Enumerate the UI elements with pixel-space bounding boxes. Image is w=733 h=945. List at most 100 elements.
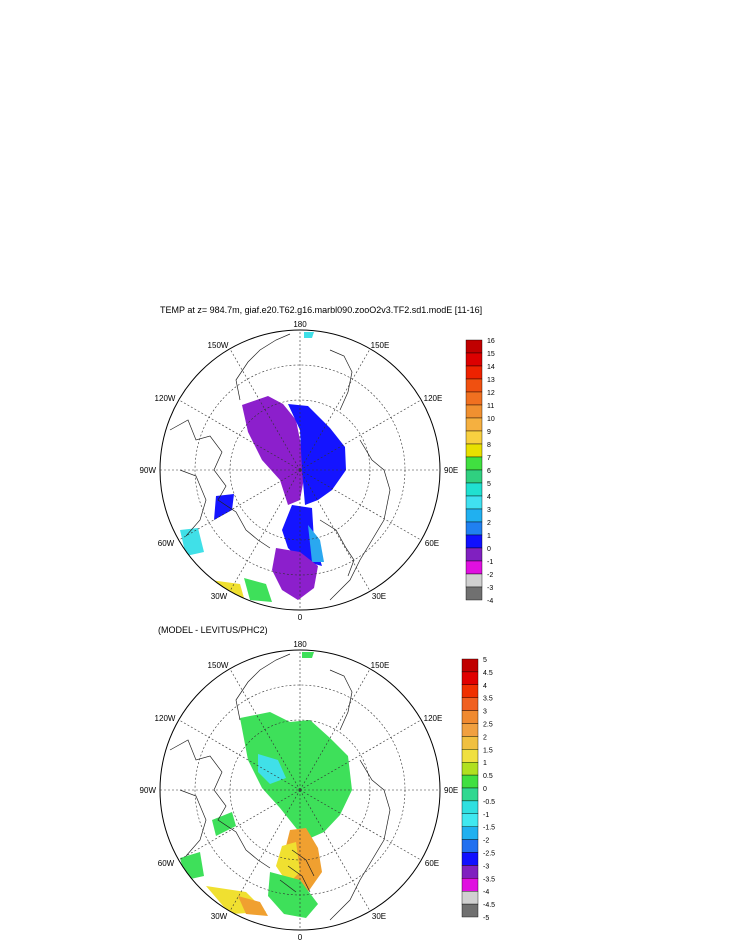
lon-label-30w-diff: 30W <box>211 912 228 921</box>
colorbar-top-label: 0 <box>487 546 491 553</box>
colorbar-bottom-swatch <box>461 878 479 892</box>
colorbar-top-swatch <box>465 586 483 601</box>
colorbar-bottom-swatch <box>461 762 479 776</box>
colorbar-bottom-swatch <box>461 723 479 737</box>
green-south <box>268 872 318 918</box>
orange-southwest <box>238 896 268 916</box>
lon-label-90w: 90W <box>140 466 157 475</box>
colorbar-top-swatch <box>465 339 483 354</box>
colorbar-top-label: 13 <box>487 377 495 384</box>
lon-label-30e: 30E <box>372 592 386 601</box>
lon-label-120e: 120E <box>424 394 443 403</box>
colorbar-top-swatch <box>465 521 483 536</box>
lon-label-0-diff: 0 <box>298 933 303 942</box>
colorbar-top-swatch <box>465 456 483 471</box>
colorbar-bottom-label: -3.5 <box>483 876 495 883</box>
colorbar-top-swatch <box>465 508 483 523</box>
cyan-patch-west <box>180 528 204 556</box>
colorbar-bottom-swatch <box>461 774 479 789</box>
lon-label-60e: 60E <box>425 539 439 548</box>
colorbar-top-label: 16 <box>487 338 495 345</box>
lon-label-30e-diff: 30E <box>372 912 386 921</box>
green-main <box>240 712 352 840</box>
colorbar-top-label: 10 <box>487 416 495 423</box>
colorbar-bottom-label: 4.5 <box>483 670 493 677</box>
lon-label-0: 0 <box>298 613 303 622</box>
lon-label-90e-diff: 90E <box>444 786 458 795</box>
colorbar-bottom-label: -1.5 <box>483 825 495 832</box>
colorbar-bottom-swatch <box>461 865 479 879</box>
green-west-2 <box>180 852 204 880</box>
difference-field <box>180 652 352 918</box>
colorbar-bottom-swatch <box>461 800 479 815</box>
coastlines <box>169 333 391 601</box>
colorbar-bottom-label: 2.5 <box>483 722 493 729</box>
lon-label-120w: 120W <box>155 394 176 403</box>
colorbar-top-swatch <box>465 430 483 445</box>
colorbar-bottom-label: 2 <box>483 734 487 741</box>
colorbar-top-swatch <box>465 482 483 497</box>
green-north <box>302 652 314 658</box>
colorbar-bottom-label: -2 <box>483 838 489 845</box>
lon-label-150e-diff: 150E <box>371 661 390 670</box>
colorbar-top-swatch <box>465 352 483 367</box>
colorbar-top-swatch <box>465 417 483 432</box>
cyan-north <box>304 332 314 338</box>
colorbar-top-swatch <box>465 560 483 575</box>
blue-region <box>288 404 346 505</box>
colorbar-bottom-label: 5 <box>483 657 487 664</box>
colorbar-bottom-swatch <box>461 852 479 866</box>
lon-label-120w-diff: 120W <box>155 714 176 723</box>
temperature-field <box>180 332 346 602</box>
colorbar-top-label: 7 <box>487 455 491 462</box>
lon-label-180-diff: 180 <box>293 640 307 649</box>
cyan-patch <box>258 754 286 784</box>
colorbar-top-label: -3 <box>487 585 493 592</box>
colorbar-top-label: 2 <box>487 520 491 527</box>
colorbar-top-label: 12 <box>487 390 495 397</box>
map-boundary <box>159 329 441 611</box>
colorbar-top-label: -1 <box>487 559 493 566</box>
lon-label-120e-diff: 120E <box>424 714 443 723</box>
colorbar-bottom-swatch <box>461 697 479 711</box>
colorbar-top-swatch <box>465 547 483 562</box>
sky-patch <box>308 525 324 562</box>
colorbar-top-label: 4 <box>487 494 491 501</box>
lon-label-90w-diff: 90W <box>140 786 157 795</box>
colorbar-bottom-label: -2.5 <box>483 851 495 858</box>
colorbar-top-label: 3 <box>487 507 491 514</box>
purple-region <box>242 396 304 505</box>
blue-patch-west <box>214 494 234 520</box>
colorbar-top-label: -2 <box>487 572 493 579</box>
colorbar-bottom-swatch <box>461 671 479 686</box>
colorbar-bottom-label: -4.5 <box>483 902 495 909</box>
colorbar-top-label: 8 <box>487 442 491 449</box>
colorbar-top-label: 6 <box>487 468 491 475</box>
plot-title: TEMP at z= 984.7m, giaf.e20.T62.g16.marb… <box>160 305 483 315</box>
colorbar-top-label: 14 <box>487 364 495 371</box>
lon-label-60w: 60W <box>158 539 175 548</box>
colorbar-top-swatch <box>465 443 483 458</box>
colorbar-bottom-label: -1 <box>483 812 489 819</box>
colorbar-top-swatch <box>465 534 483 549</box>
colorbar-bottom-label: -4 <box>483 889 489 896</box>
colorbar-top-swatch <box>465 378 483 393</box>
colorbar-bottom-swatch <box>461 684 479 698</box>
colorbar-bottom-label: 0 <box>483 786 487 793</box>
colorbar-top-label: 1 <box>487 533 491 540</box>
yellow-region <box>276 842 300 884</box>
colorbar-bottom-label: -5 <box>483 915 489 922</box>
lon-label-60w-diff: 60W <box>158 859 175 868</box>
colorbar-bottom-swatch <box>461 658 479 673</box>
map-boundary-diff <box>159 649 441 931</box>
colorbar-bottom-label: 0.5 <box>483 773 493 780</box>
green-south <box>244 578 272 602</box>
colorbar-bottom-swatch <box>461 787 479 802</box>
colorbar-top-swatch <box>465 573 483 588</box>
purple-south <box>272 548 318 600</box>
colorbar-top-swatch <box>465 495 483 510</box>
lon-label-150w: 150W <box>208 341 229 350</box>
lon-label-90e: 90E <box>444 466 458 475</box>
